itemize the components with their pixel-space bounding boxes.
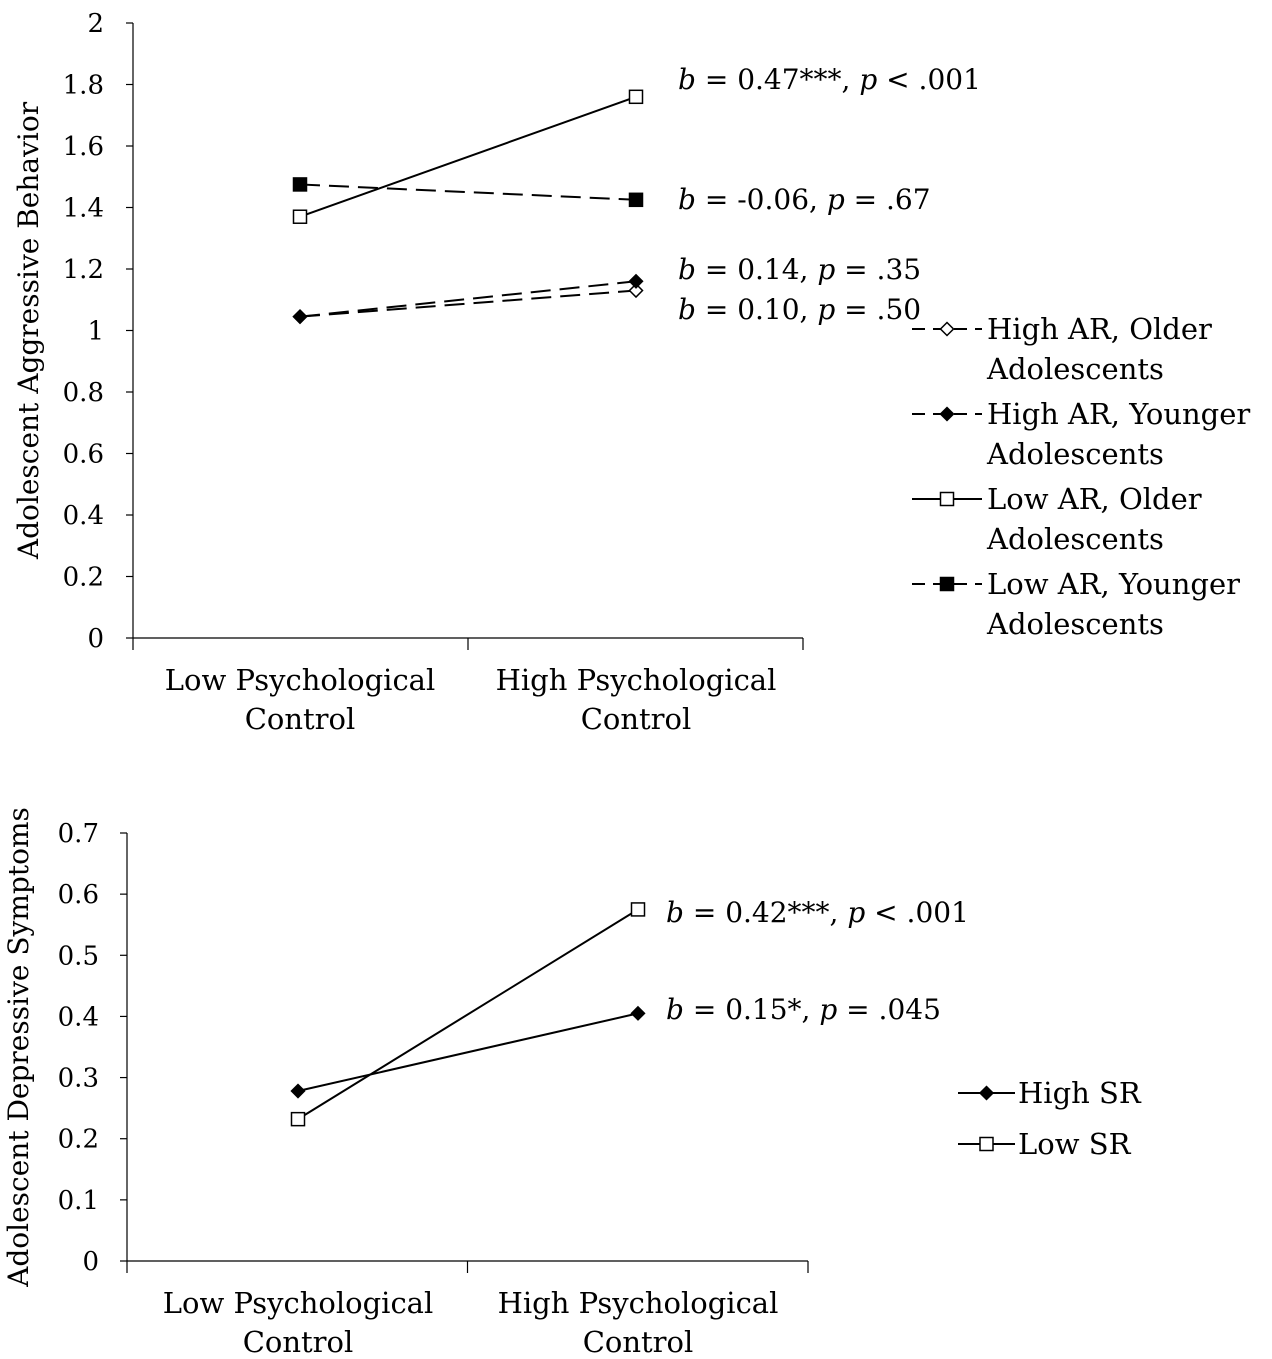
y-tick-label: 0.2: [63, 563, 104, 593]
legend-label: High AR, Younger: [987, 397, 1250, 431]
data-point: [628, 273, 644, 289]
series-line: [299, 280, 637, 318]
y-tick-label: 2: [87, 9, 104, 39]
data-point: [292, 209, 308, 224]
legend-marker: [939, 321, 955, 337]
y-tick-label: 0: [82, 1247, 99, 1277]
legend-label: Adolescents: [986, 607, 1164, 641]
legend-item: Low AR, Younger Adolescents: [912, 567, 1240, 641]
legend-marker: [978, 1085, 995, 1101]
y-tick-label: 0.3: [58, 1064, 99, 1094]
data-point: [628, 89, 644, 105]
legend-item: High SR: [958, 1076, 1142, 1110]
series-line: [297, 1012, 639, 1092]
data-point: [290, 1111, 306, 1127]
y-tick-label: 1.4: [63, 194, 104, 224]
y-axis-title: Adolescent Depressive Symptoms: [2, 807, 35, 1288]
x-tick-label: Control: [245, 702, 356, 736]
chart-1: 0 0.2 0.4 0.6 0.8 1 1.2 1.4 1.6 1.8 2 Low Psycholog…: [12, 9, 1250, 736]
x-tick-label: Control: [243, 1325, 354, 1359]
legend-label: Low AR, Older: [987, 482, 1202, 516]
data-point: [630, 1005, 646, 1021]
legend-label: High AR, Older: [987, 312, 1212, 346]
data-point: [292, 177, 308, 192]
y-tick-label: 1.6: [63, 132, 104, 162]
x-tick-label: High Psychological: [498, 1286, 779, 1320]
series-3: [292, 89, 644, 224]
series-1: [292, 282, 644, 325]
legend-marker: [939, 491, 955, 507]
x-tick-label: Control: [581, 702, 692, 736]
legend-marker: [939, 406, 955, 422]
y-tick-label: 0.7: [58, 819, 99, 849]
y-tick-label: 0.5: [58, 941, 99, 971]
series-1: [290, 1005, 646, 1099]
y-tick-label: 0: [87, 624, 104, 654]
y-tick-label: 0.2: [58, 1125, 99, 1155]
series-line: [297, 908, 639, 1120]
legend-label: Adolescents: [986, 522, 1164, 556]
legend-item: High AR, Older Adolescents: [912, 312, 1212, 386]
series-line: [299, 95, 637, 218]
data-point: [290, 1083, 306, 1099]
slope-annotation: b = 0.15*, p = .045: [666, 993, 941, 1026]
y-tick-label: 0.4: [63, 501, 104, 531]
chart-2: 0 0.1 0.2 0.3 0.4 0.5 0.6 0.7 Low Psychological C…: [2, 807, 1142, 1359]
legend-item: High AR, Younger Adolescents: [912, 397, 1250, 471]
series-line: [299, 289, 637, 318]
legend-label: Adolescents: [986, 437, 1164, 471]
y-tick-label: 1.2: [63, 255, 104, 285]
y-tick-label: 0.6: [63, 440, 104, 470]
legend-label: Adolescents: [986, 352, 1164, 386]
data-point: [628, 282, 644, 299]
y-tick-label: 0.6: [58, 880, 99, 910]
y-axis-title: Adolescent Aggressive Behavior: [12, 101, 45, 560]
data-point: [628, 192, 644, 208]
slope-annotation: b = 0.47***, p < .001: [678, 63, 981, 96]
series-line: [299, 183, 637, 201]
series-2: [290, 902, 646, 1127]
y-tick-label: 0.8: [63, 378, 104, 408]
slope-annotation: b = 0.42***, p < .001: [666, 896, 969, 929]
x-tick-label: High Psychological: [496, 663, 777, 697]
series-4: [292, 177, 644, 208]
y-tick-label: 0.1: [58, 1186, 99, 1216]
y-tick-label: 0.4: [58, 1002, 99, 1032]
legend-item: Low AR, Older Adolescents: [912, 482, 1202, 556]
slope-annotation: b = 0.14, p = .35: [678, 253, 921, 286]
data-point: [630, 902, 646, 917]
y-tick-label: 1.8: [63, 71, 104, 101]
x-tick-label: Low Psychological: [165, 663, 436, 697]
legend-marker: [939, 576, 955, 592]
x-tick-label: Control: [583, 1325, 694, 1359]
legend-label: Low SR: [1018, 1127, 1132, 1161]
legend-item: Low SR: [958, 1127, 1132, 1161]
slope-annotation: b = -0.06, p = .67: [678, 183, 931, 216]
data-point: [292, 309, 308, 325]
legend-label: High SR: [1018, 1076, 1142, 1110]
legend-label: Low AR, Younger: [987, 567, 1240, 601]
y-tick-label: 1: [87, 317, 104, 347]
legend-marker: [979, 1136, 994, 1152]
x-tick-label: Low Psychological: [163, 1286, 434, 1320]
slope-annotation: b = 0.10, p = .50: [678, 293, 921, 326]
series-2: [292, 273, 644, 325]
